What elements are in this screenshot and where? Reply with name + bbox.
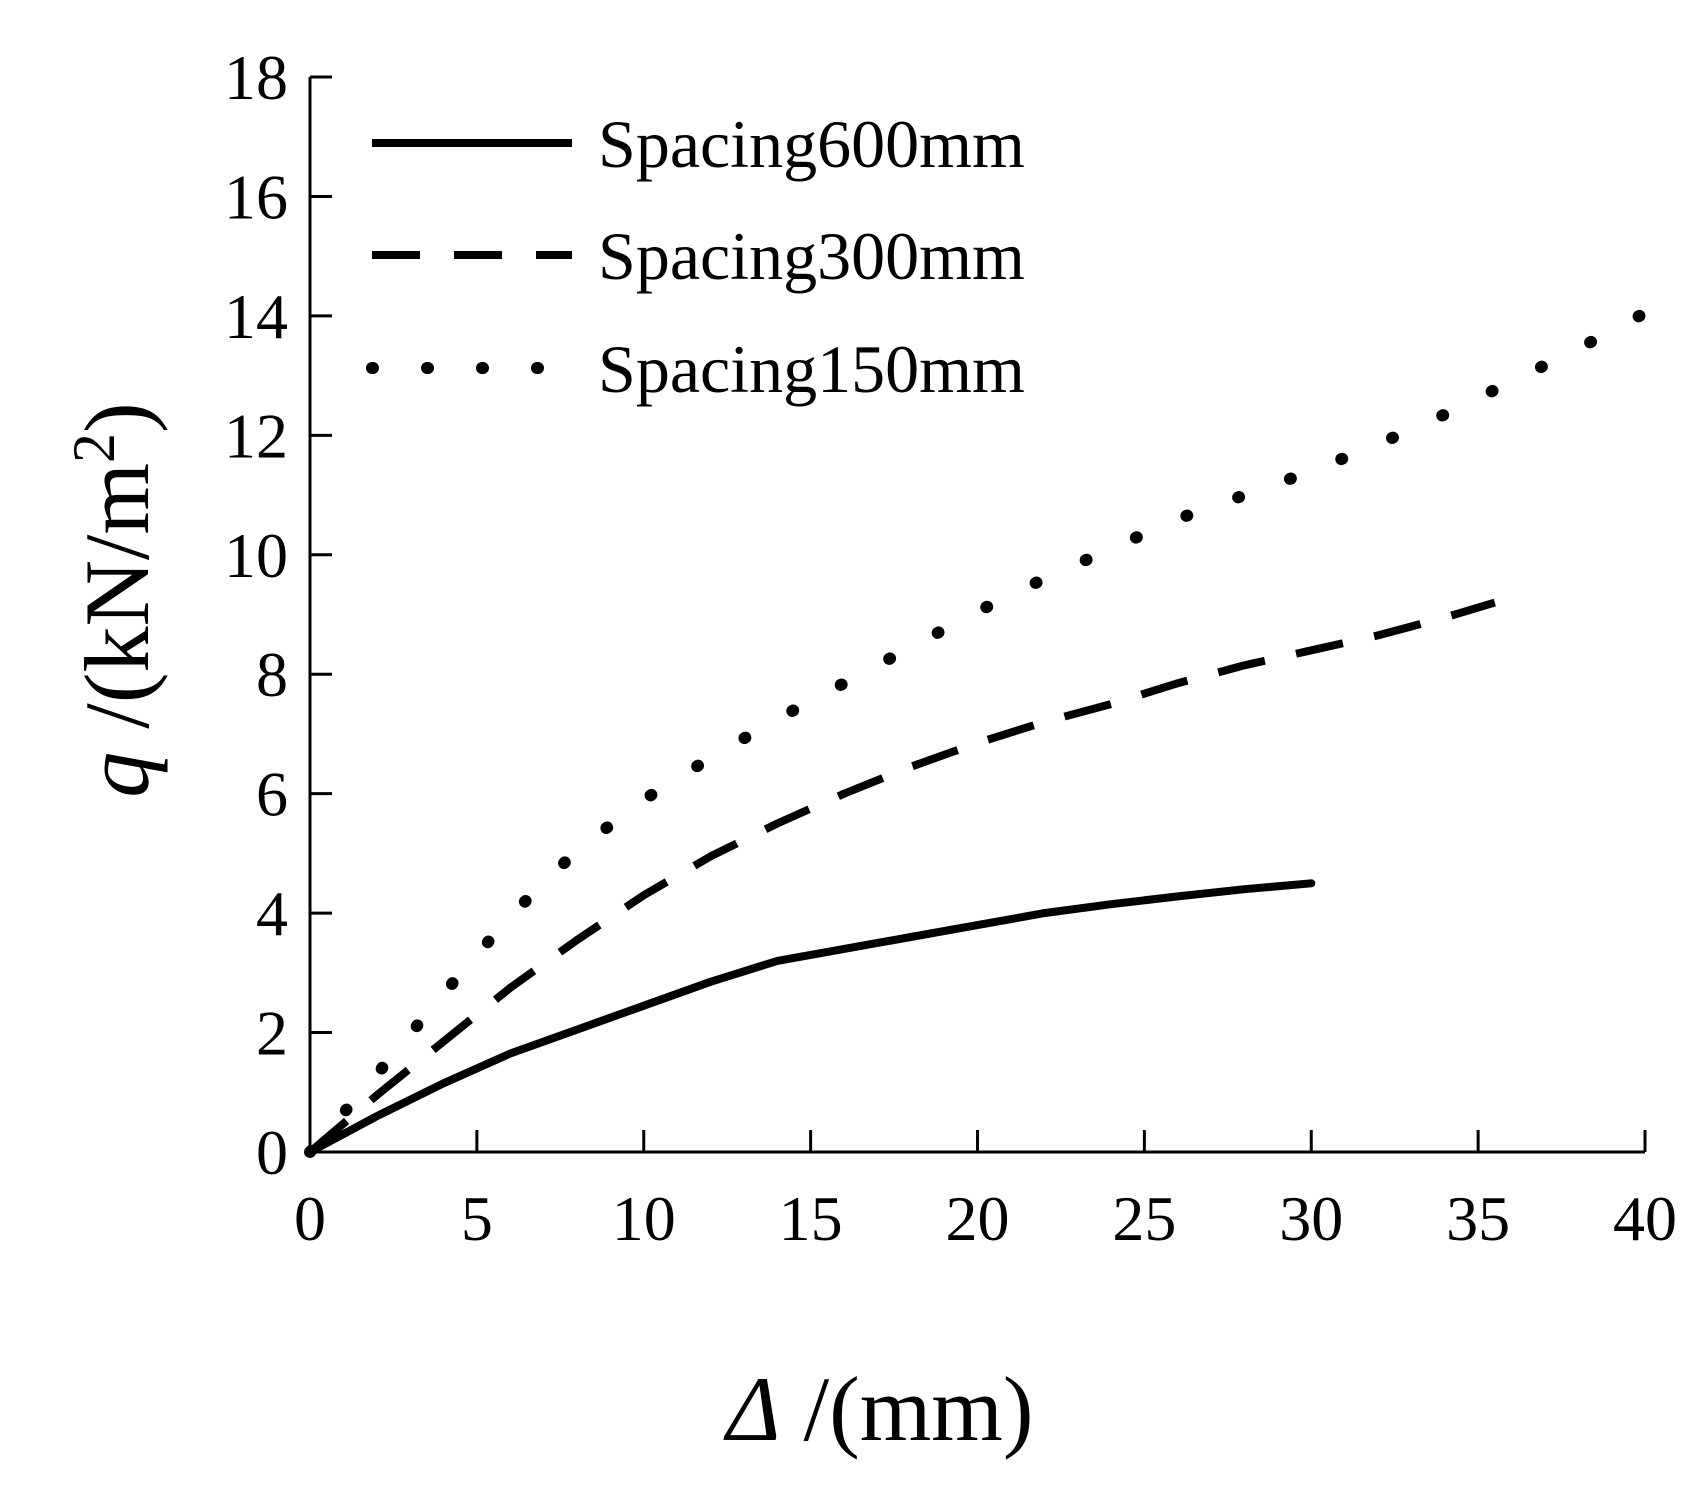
x-tick-label: 5	[461, 1183, 493, 1254]
x-tick-label: 25	[1112, 1183, 1176, 1254]
series-lines	[304, 306, 1651, 1158]
series-line-spacing600mm	[306, 879, 1316, 1156]
x-tick-label: 10	[612, 1183, 676, 1254]
series-line-spacing300mm	[307, 598, 1496, 1156]
x-tick-label: 0	[294, 1183, 326, 1254]
y-axis: 0 2 4 6 8 10 12 14 16 18	[224, 42, 332, 1188]
x-tick-label: 35	[1446, 1183, 1510, 1254]
y-tick-label: 6	[256, 759, 288, 830]
y-tick-label: 0	[256, 1117, 288, 1188]
legend: Spacing600mm Spacing300mm Spacing150mm	[366, 106, 1025, 407]
x-axis-symbol: Δ	[723, 1358, 781, 1460]
legend-label-spacing300mm: Spacing300mm	[598, 218, 1025, 294]
y-axis-unit-superscript: 2	[61, 433, 127, 463]
legend-label-spacing150mm: Spacing150mm	[598, 331, 1025, 407]
y-tick-label: 14	[224, 281, 288, 352]
y-tick-label: 8	[256, 639, 288, 710]
y-axis-symbol: q	[66, 752, 168, 798]
legend-label-spacing600mm: Spacing600mm	[598, 106, 1025, 182]
y-tick-label: 18	[224, 42, 288, 113]
x-tick-label: 20	[946, 1183, 1010, 1254]
y-tick-label: 10	[224, 520, 288, 591]
x-tick-label: 30	[1279, 1183, 1343, 1254]
y-tick-label: 12	[224, 400, 288, 471]
x-axis-title: Δ /(mm)	[723, 1358, 1034, 1460]
x-axis-unit: /(mm)	[781, 1358, 1034, 1460]
y-tick-label: 4	[256, 878, 288, 949]
x-tick-label: 15	[779, 1183, 843, 1254]
y-axis-unit-close: )	[66, 402, 168, 433]
series-line-spacing150mm	[304, 306, 1651, 1158]
x-axis: 0 5 10 15 20 25 30 35 40	[294, 1130, 1677, 1254]
y-axis-unit: /(kN/m	[66, 463, 168, 752]
x-tick-label: 40	[1613, 1183, 1677, 1254]
y-axis-title: q /(kN/m2)	[61, 402, 168, 797]
y-tick-label: 16	[224, 161, 288, 232]
y-tick-label: 2	[256, 998, 288, 1069]
